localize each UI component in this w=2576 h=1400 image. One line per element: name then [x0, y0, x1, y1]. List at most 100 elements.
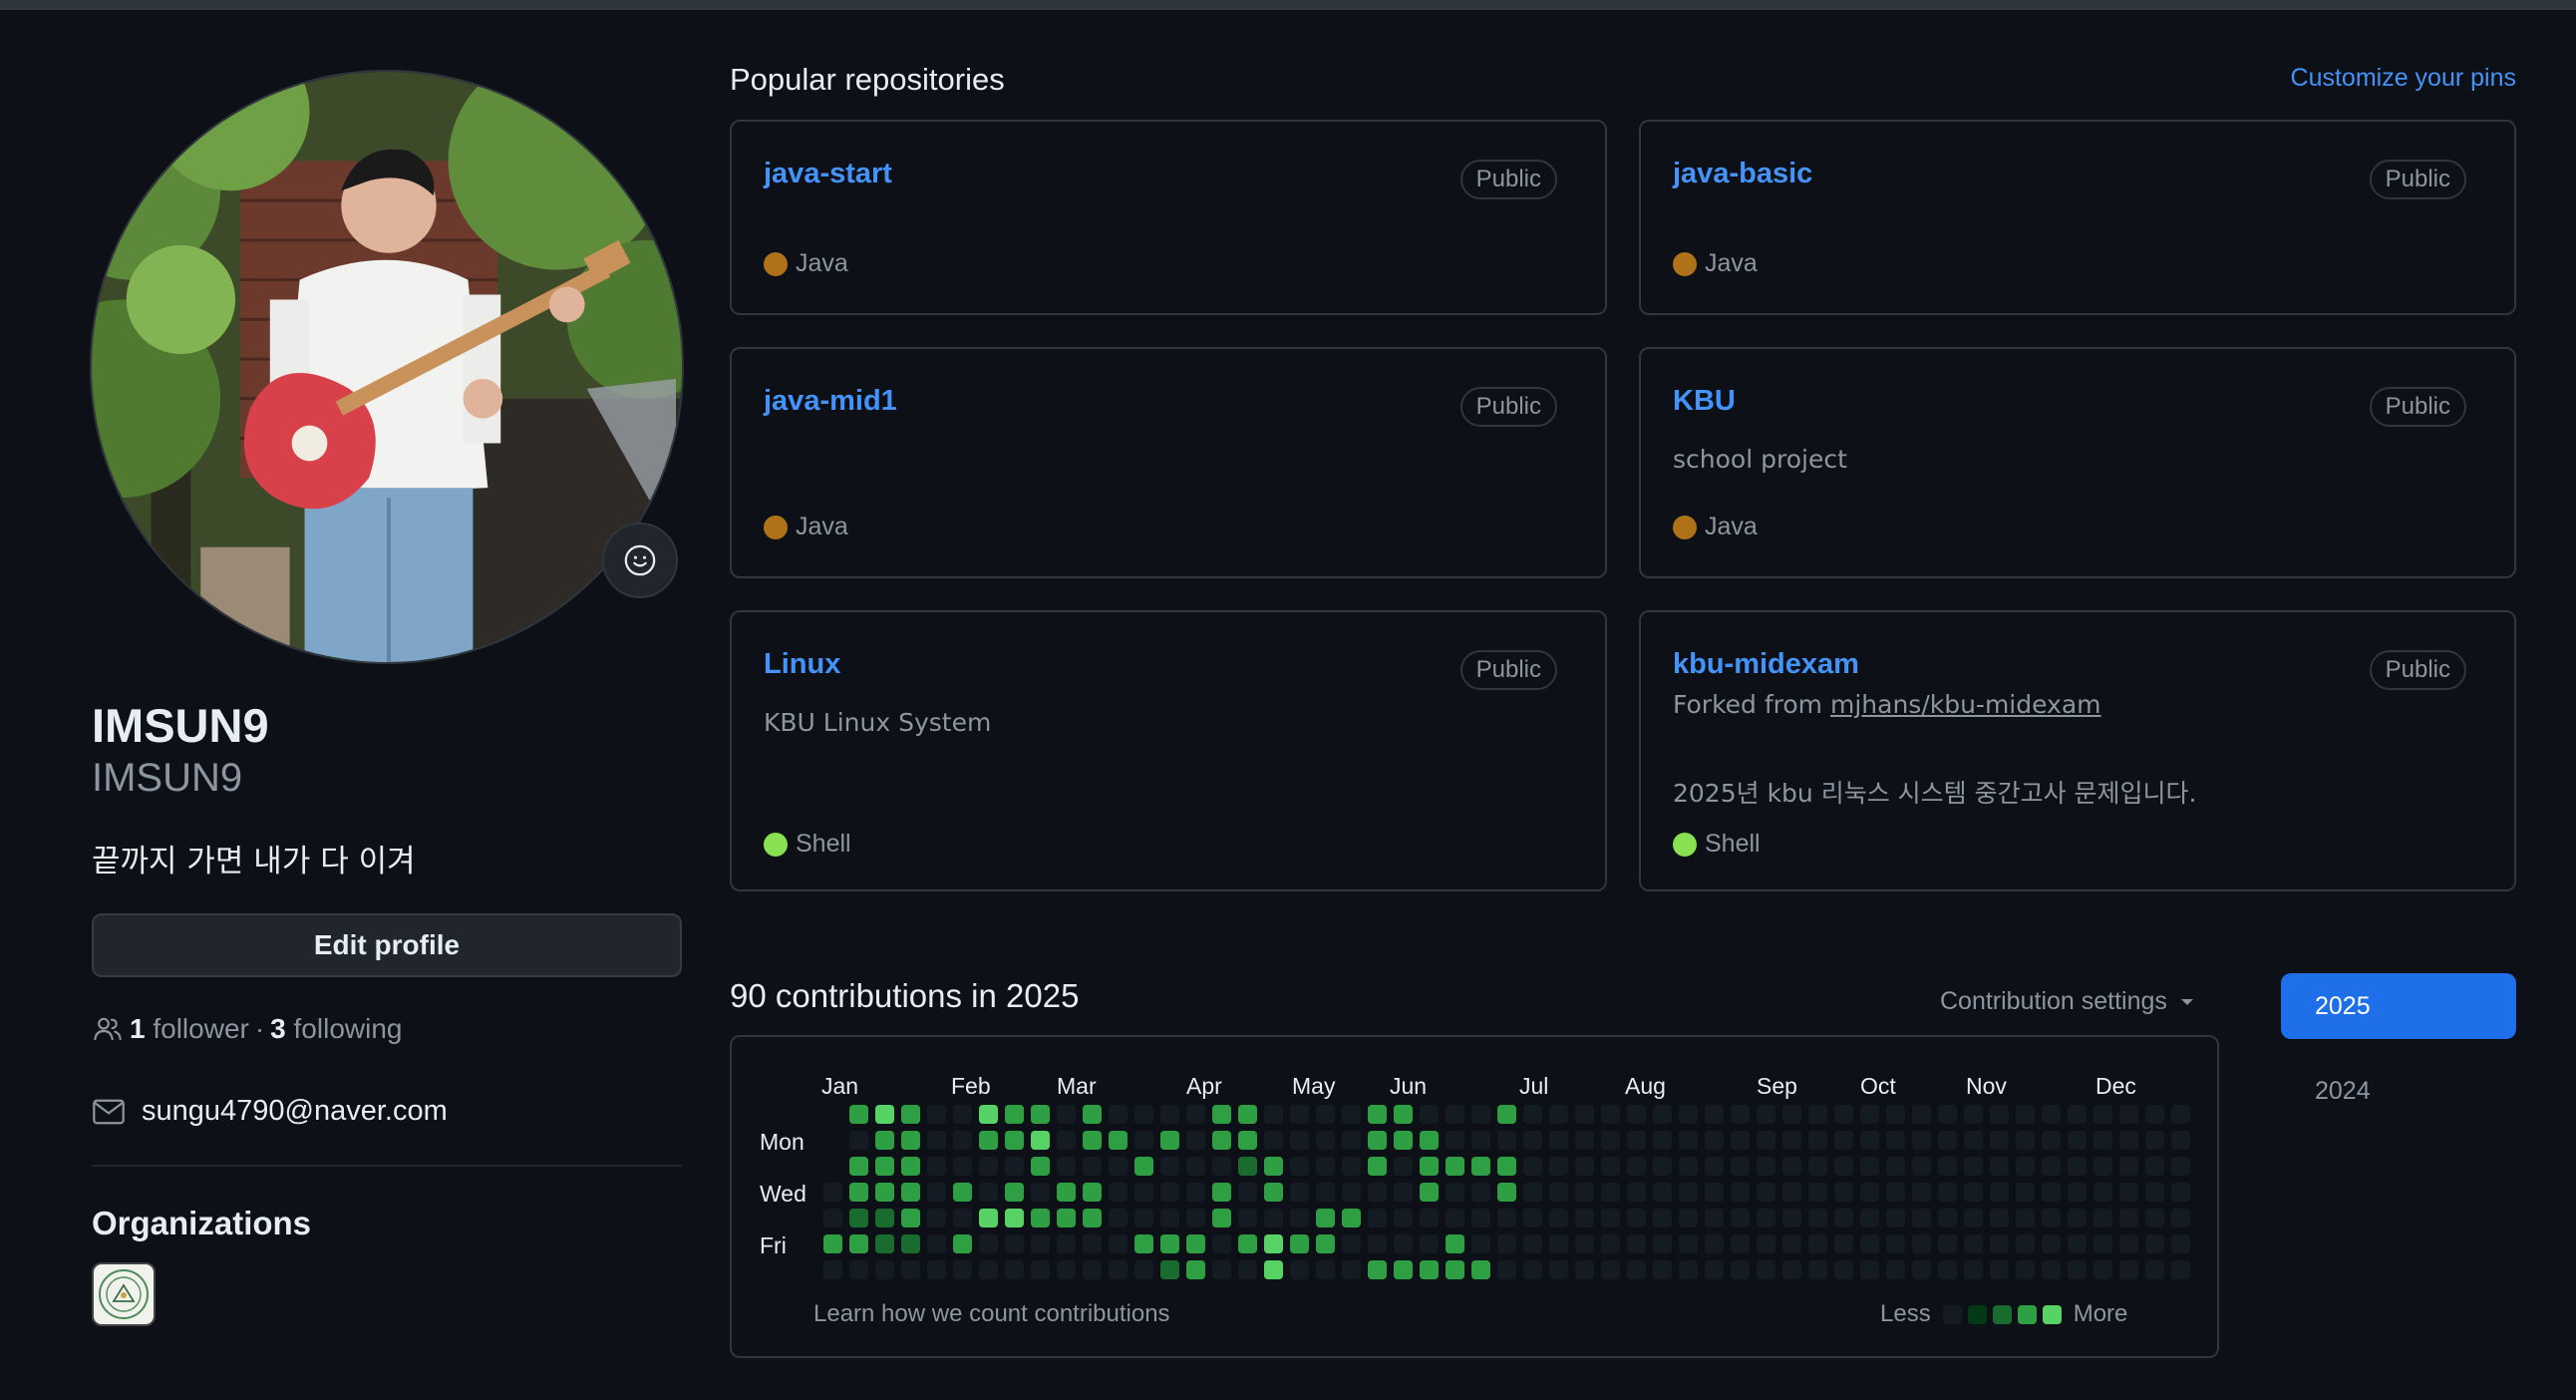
contribution-day[interactable] — [2145, 1157, 2164, 1176]
repo-name-link[interactable]: java-basic — [1673, 158, 1813, 189]
contribution-day[interactable] — [2171, 1105, 2190, 1124]
contribution-day[interactable] — [1160, 1234, 1179, 1253]
contribution-day[interactable] — [1731, 1234, 1750, 1253]
contribution-day[interactable] — [2068, 1260, 2087, 1279]
contribution-day[interactable] — [979, 1234, 998, 1253]
contribution-day[interactable] — [1186, 1105, 1205, 1124]
learn-contributions-link[interactable]: Learn how we count contributions — [813, 1300, 1170, 1327]
contribution-day[interactable] — [2093, 1183, 2112, 1202]
contribution-day[interactable] — [1446, 1209, 1464, 1227]
contribution-day[interactable] — [2119, 1131, 2138, 1150]
contribution-day[interactable] — [2093, 1157, 2112, 1176]
contribution-day[interactable] — [2119, 1105, 2138, 1124]
contribution-day[interactable] — [1109, 1234, 1127, 1253]
contribution-day[interactable] — [1575, 1105, 1594, 1124]
contribution-day[interactable] — [1446, 1234, 1464, 1253]
contribution-day[interactable] — [1471, 1234, 1490, 1253]
contribution-day[interactable] — [1964, 1105, 1983, 1124]
contribution-day[interactable] — [2171, 1157, 2190, 1176]
contribution-day[interactable] — [1316, 1183, 1335, 1202]
contribution-day[interactable] — [1212, 1131, 1231, 1150]
contribution-day[interactable] — [1912, 1209, 1931, 1227]
contribution-day[interactable] — [2042, 1105, 2061, 1124]
contribution-day[interactable] — [1134, 1183, 1153, 1202]
contribution-day[interactable] — [1446, 1105, 1464, 1124]
contribution-day[interactable] — [2145, 1131, 2164, 1150]
contribution-day[interactable] — [1212, 1260, 1231, 1279]
contribution-day[interactable] — [1627, 1234, 1646, 1253]
contribution-day[interactable] — [927, 1157, 946, 1176]
contribution-day[interactable] — [1834, 1157, 1853, 1176]
contribution-day[interactable] — [849, 1183, 868, 1202]
contribution-day[interactable] — [875, 1105, 894, 1124]
contribution-day[interactable] — [1990, 1234, 2009, 1253]
contribution-day[interactable] — [1964, 1234, 1983, 1253]
contribution-day[interactable] — [1212, 1157, 1231, 1176]
contribution-day[interactable] — [1990, 1157, 2009, 1176]
contribution-day[interactable] — [1290, 1157, 1309, 1176]
contribution-day[interactable] — [1860, 1209, 1879, 1227]
contribution-day[interactable] — [1860, 1234, 1879, 1253]
contribution-day[interactable] — [1601, 1260, 1620, 1279]
contribution-day[interactable] — [1886, 1183, 1905, 1202]
contribution-day[interactable] — [1808, 1234, 1827, 1253]
contribution-day[interactable] — [2145, 1260, 2164, 1279]
contribution-day[interactable] — [2171, 1260, 2190, 1279]
contribution-day[interactable] — [1860, 1105, 1879, 1124]
contribution-day[interactable] — [1368, 1131, 1387, 1150]
contribution-day[interactable] — [1005, 1234, 1024, 1253]
contribution-day[interactable] — [1471, 1183, 1490, 1202]
profile-avatar[interactable] — [90, 70, 684, 664]
contribution-day[interactable] — [1497, 1131, 1516, 1150]
contribution-day[interactable] — [1109, 1209, 1127, 1227]
contribution-day[interactable] — [2068, 1183, 2087, 1202]
contribution-day[interactable] — [1083, 1260, 1102, 1279]
contribution-day[interactable] — [1316, 1105, 1335, 1124]
contribution-day[interactable] — [1160, 1157, 1179, 1176]
contribution-day[interactable] — [1497, 1157, 1516, 1176]
contribution-day[interactable] — [1757, 1157, 1775, 1176]
contribution-day[interactable] — [1497, 1105, 1516, 1124]
contribution-day[interactable] — [1679, 1131, 1698, 1150]
contribution-day[interactable] — [2016, 1260, 2035, 1279]
contribution-day[interactable] — [1860, 1183, 1879, 1202]
contribution-day[interactable] — [2042, 1209, 2061, 1227]
contribution-day[interactable] — [1653, 1234, 1672, 1253]
contribution-day[interactable] — [2119, 1209, 2138, 1227]
contribution-day[interactable] — [1653, 1183, 1672, 1202]
contribution-day[interactable] — [1186, 1209, 1205, 1227]
contribution-day[interactable] — [1834, 1183, 1853, 1202]
contribution-day[interactable] — [1238, 1209, 1257, 1227]
contribution-day[interactable] — [1523, 1105, 1542, 1124]
contribution-day[interactable] — [1912, 1260, 1931, 1279]
contribution-day[interactable] — [1160, 1260, 1179, 1279]
contribution-day[interactable] — [1757, 1209, 1775, 1227]
contribution-day[interactable] — [1446, 1260, 1464, 1279]
contribution-day[interactable] — [1990, 1209, 2009, 1227]
contribution-day[interactable] — [1834, 1260, 1853, 1279]
contribution-day[interactable] — [1186, 1157, 1205, 1176]
contribution-day[interactable] — [1627, 1209, 1646, 1227]
contribution-day[interactable] — [901, 1157, 920, 1176]
contribution-day[interactable] — [1394, 1260, 1413, 1279]
contribution-day[interactable] — [1497, 1260, 1516, 1279]
contribution-day[interactable] — [1808, 1105, 1827, 1124]
contribution-day[interactable] — [1653, 1260, 1672, 1279]
contribution-day[interactable] — [1964, 1157, 1983, 1176]
contribution-day[interactable] — [1549, 1157, 1568, 1176]
contribution-day[interactable] — [1083, 1131, 1102, 1150]
contribution-day[interactable] — [1523, 1234, 1542, 1253]
contribution-day[interactable] — [1938, 1209, 1957, 1227]
contribution-day[interactable] — [1394, 1234, 1413, 1253]
contribution-day[interactable] — [1990, 1260, 2009, 1279]
contribution-day[interactable] — [2171, 1183, 2190, 1202]
contribution-day[interactable] — [2016, 1209, 2035, 1227]
contribution-day[interactable] — [1886, 1157, 1905, 1176]
contribution-day[interactable] — [1705, 1209, 1724, 1227]
contribution-day[interactable] — [2042, 1131, 2061, 1150]
contribution-day[interactable] — [1005, 1209, 1024, 1227]
contribution-day[interactable] — [1523, 1157, 1542, 1176]
contribution-day[interactable] — [901, 1260, 920, 1279]
repo-name-link[interactable]: KBU — [1673, 385, 1736, 417]
contribution-day[interactable] — [1523, 1131, 1542, 1150]
